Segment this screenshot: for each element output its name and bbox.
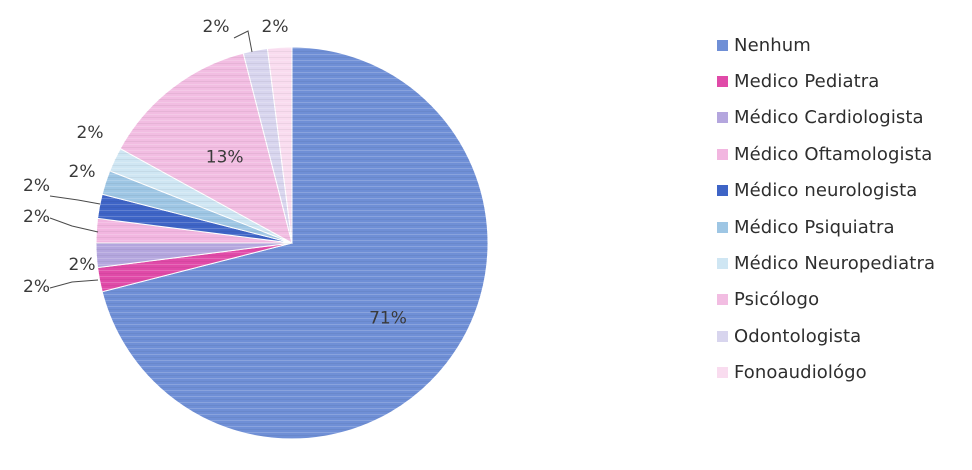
pie-slice-texture [97, 194, 292, 243]
leader-line-medico-pediatra [49, 279, 99, 289]
legend-swatch [717, 258, 728, 270]
pie-slice-texture [96, 218, 292, 243]
data-label-medico-cardiologista: 2% [23, 207, 50, 227]
pie-slice-texture [97, 243, 292, 292]
data-label-medico-oftamologista: 2% [69, 255, 96, 275]
legend: Nenhum Medico Pediatra Médico Cardiologist… [717, 27, 972, 391]
data-label-medico-neuropediatra: 2% [77, 123, 104, 143]
legend-label: Médico Cardiologista [734, 107, 924, 129]
pie-slice-texture [102, 170, 292, 243]
legend-swatch [717, 76, 728, 88]
legend-item-medico-oftamologista: Médico Oftamologista [717, 136, 972, 172]
pie-slice-texture [102, 47, 489, 439]
leader-line-odontologista [233, 30, 253, 53]
legend-label: Médico neurologista [734, 180, 918, 202]
legend-label: Psicólogo [734, 289, 820, 311]
legend-swatch [717, 112, 728, 124]
legend-swatch [717, 185, 728, 197]
legend-label: Médico Oftamologista [734, 143, 933, 165]
legend-item-odontologista: Odontologista [717, 318, 972, 354]
legend-item-medico-psiquiatra: Médico Psiquiatra [717, 209, 972, 245]
legend-item-fonoaudiologo: Fonoaudiológo [717, 355, 972, 391]
data-label-nenhum: 71% [369, 309, 407, 329]
legend-item-medico-neurologista: Médico neurologista [717, 173, 972, 209]
legend-label: Nenhum [734, 34, 811, 56]
data-label-psicologo: 13% [206, 147, 244, 167]
legend-item-medico-pediatra: Medico Pediatra [717, 63, 972, 99]
pie-texture [96, 47, 489, 439]
legend-swatch [717, 330, 728, 342]
pie-slice-texture [243, 48, 292, 243]
legend-item-nenhum: Nenhum [717, 27, 972, 63]
legend-item-medico-neuropediatra: Médico Neuropediatra [717, 245, 972, 281]
legend-item-psicologo: Psicólogo [717, 282, 972, 318]
legend-label: Fonoaudiológo [734, 362, 867, 384]
legend-label: Médico Neuropediatra [734, 253, 936, 275]
legend-swatch [717, 294, 728, 306]
legend-swatch [717, 221, 728, 233]
data-label-medico-pediatra: 2% [23, 277, 50, 297]
legend-label: Médico Psiquiatra [734, 216, 895, 238]
leader-line-medico-cardiologista [49, 217, 99, 233]
data-label-medico-neurologista: 2% [23, 176, 50, 196]
pie-slice-texture [120, 53, 293, 243]
legend-swatch [717, 367, 728, 379]
leader-line-medico-neurologista [49, 195, 101, 205]
pie-slice-texture [267, 47, 292, 243]
data-label-odontologista: 2% [203, 17, 230, 37]
data-labels: 71% 2% 2% 2% 2% 2% 2% 13% 2% 2% [23, 17, 407, 329]
legend-swatch [717, 148, 728, 160]
data-label-fonoaudiologo: 2% [262, 17, 289, 37]
pie-slice-texture [109, 148, 292, 243]
legend-item-medico-cardiologista: Médico Cardiologista [717, 100, 972, 136]
data-label-medico-psiquiatra: 2% [69, 162, 96, 182]
legend-swatch [717, 39, 728, 51]
legend-label: Odontologista [734, 325, 862, 347]
leader-lines [49, 30, 253, 289]
pie-slice-texture [96, 243, 292, 268]
legend-label: Medico Pediatra [734, 71, 880, 93]
